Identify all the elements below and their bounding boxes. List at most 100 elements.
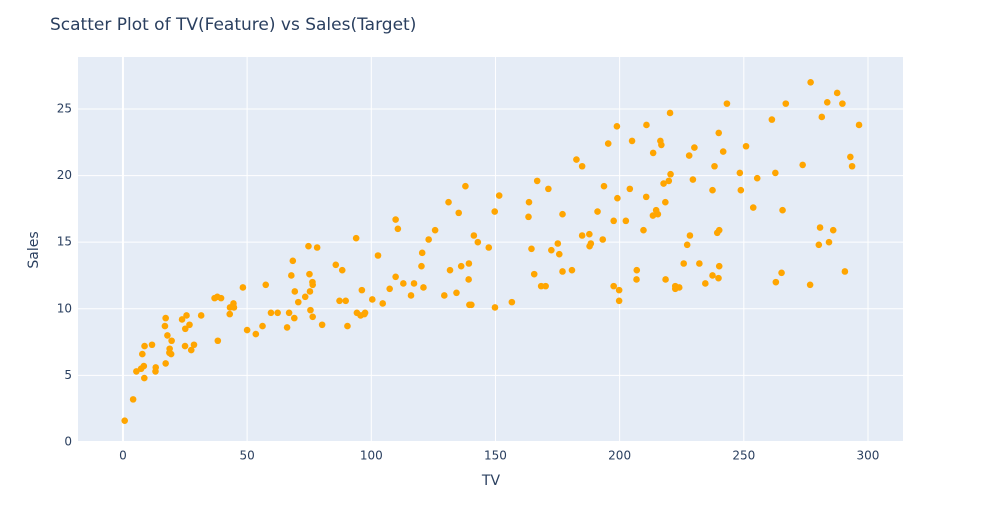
point bbox=[753, 174, 761, 182]
point bbox=[306, 288, 314, 295]
point bbox=[715, 262, 723, 270]
point bbox=[614, 194, 621, 202]
point bbox=[530, 270, 538, 278]
x-tick-label: 100 bbox=[360, 449, 383, 463]
point bbox=[815, 241, 823, 249]
point bbox=[495, 192, 503, 199]
point bbox=[548, 246, 555, 254]
point bbox=[855, 121, 863, 129]
point bbox=[839, 100, 846, 107]
point bbox=[686, 232, 694, 239]
point bbox=[407, 292, 415, 299]
point bbox=[465, 276, 472, 283]
point bbox=[141, 374, 148, 382]
point bbox=[445, 198, 452, 206]
point bbox=[610, 282, 617, 290]
x-tick-label: 50 bbox=[239, 449, 254, 463]
point bbox=[680, 260, 688, 267]
point bbox=[491, 208, 499, 215]
point bbox=[587, 240, 595, 247]
point bbox=[294, 298, 302, 306]
point bbox=[466, 301, 473, 309]
point bbox=[628, 137, 636, 145]
point bbox=[848, 162, 856, 170]
y-tick-label: 5 bbox=[64, 368, 72, 382]
point bbox=[392, 216, 399, 223]
point bbox=[643, 121, 650, 129]
point bbox=[615, 297, 623, 305]
point bbox=[604, 140, 612, 147]
point bbox=[615, 286, 623, 294]
point bbox=[542, 282, 549, 290]
point bbox=[190, 341, 198, 349]
point bbox=[578, 232, 586, 239]
point bbox=[742, 142, 750, 150]
point bbox=[181, 342, 189, 350]
point bbox=[392, 273, 399, 281]
y-tick-label: 25 bbox=[57, 101, 72, 115]
y-tick-label: 0 bbox=[64, 435, 72, 449]
point bbox=[667, 170, 674, 178]
point bbox=[768, 116, 776, 123]
point bbox=[816, 224, 824, 231]
point bbox=[178, 316, 186, 323]
point bbox=[778, 269, 785, 277]
point bbox=[267, 309, 275, 317]
point bbox=[162, 314, 169, 322]
point bbox=[186, 321, 193, 329]
point bbox=[166, 349, 173, 357]
point bbox=[485, 244, 493, 251]
point bbox=[772, 278, 780, 286]
x-axis-title: TV bbox=[481, 473, 501, 489]
point bbox=[226, 310, 234, 318]
point bbox=[737, 186, 745, 194]
point bbox=[772, 169, 779, 177]
point bbox=[344, 322, 351, 330]
point bbox=[833, 89, 841, 97]
point bbox=[662, 276, 669, 283]
point bbox=[243, 326, 251, 334]
point bbox=[342, 297, 350, 305]
point bbox=[161, 322, 169, 330]
point bbox=[825, 238, 833, 246]
point bbox=[470, 232, 478, 239]
point bbox=[239, 284, 247, 291]
point bbox=[847, 153, 854, 161]
point bbox=[462, 182, 469, 190]
point bbox=[573, 156, 580, 163]
point bbox=[313, 244, 321, 251]
point bbox=[410, 280, 418, 287]
point bbox=[121, 417, 128, 424]
point bbox=[425, 236, 432, 243]
point bbox=[702, 280, 709, 287]
point bbox=[662, 198, 669, 206]
y-tick-label: 20 bbox=[57, 168, 72, 182]
point bbox=[358, 286, 366, 294]
point bbox=[709, 186, 716, 194]
point bbox=[307, 306, 314, 314]
point bbox=[626, 185, 634, 193]
point bbox=[666, 109, 674, 117]
y-axis-title: Sales bbox=[26, 231, 42, 268]
point bbox=[709, 272, 716, 279]
point bbox=[332, 261, 340, 269]
point bbox=[554, 240, 562, 247]
point bbox=[719, 148, 727, 155]
point bbox=[528, 245, 535, 253]
point bbox=[799, 161, 806, 169]
point bbox=[654, 210, 662, 218]
point bbox=[533, 177, 541, 185]
point bbox=[779, 206, 786, 214]
point bbox=[594, 208, 601, 215]
point bbox=[568, 266, 576, 274]
point bbox=[545, 185, 552, 193]
point bbox=[336, 297, 343, 305]
point bbox=[525, 198, 533, 206]
point bbox=[306, 270, 313, 278]
point bbox=[418, 249, 426, 257]
point bbox=[230, 304, 238, 311]
point bbox=[133, 368, 140, 375]
point bbox=[713, 229, 721, 237]
point bbox=[181, 325, 189, 333]
